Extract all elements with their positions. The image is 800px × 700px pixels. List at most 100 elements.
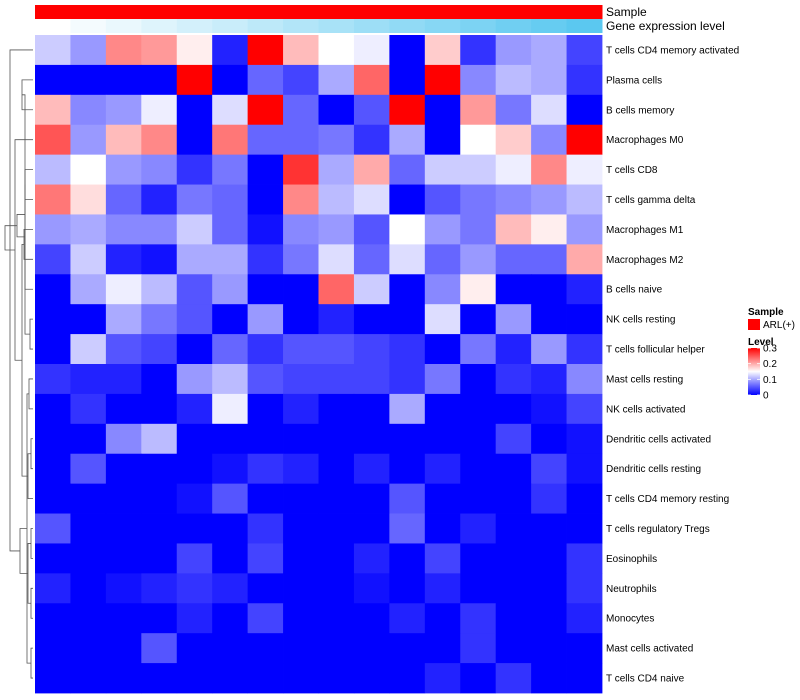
heatmap-cell (353, 423, 390, 455)
heatmap-cell (283, 94, 319, 126)
row-label: B cells memory (606, 105, 674, 116)
heatmap-cell (495, 334, 532, 365)
heatmap-cell (353, 124, 390, 156)
annotation-cell (176, 19, 213, 33)
heatmap-cell (247, 244, 284, 275)
heatmap-cell (424, 35, 461, 66)
heatmap-cell (35, 244, 71, 275)
heatmap-cell (389, 603, 426, 634)
heatmap-cell (35, 663, 71, 694)
heatmap-cell (212, 633, 249, 664)
heatmap-cell (389, 423, 426, 455)
annotation-label: Sample (606, 5, 647, 19)
heatmap-cell (283, 543, 319, 574)
heatmap-cell (353, 244, 390, 275)
heatmap-cell (566, 423, 603, 455)
heatmap-cell (353, 35, 390, 66)
heatmap-cell (460, 274, 497, 305)
heatmap-cell (495, 304, 532, 335)
heatmap-cell (424, 184, 461, 215)
heatmap-cell (283, 663, 319, 694)
heatmap-cell (105, 423, 142, 455)
dendrogram-branch (4, 225, 17, 251)
heatmap-cell (495, 244, 532, 275)
heatmap-cell (460, 513, 497, 544)
row-label: T cells CD4 naive (606, 674, 685, 685)
row-label: Macrophages M1 (606, 225, 684, 236)
heatmap-cell (353, 184, 390, 215)
heatmap-cell (70, 633, 107, 664)
heatmap-cell (283, 214, 319, 245)
heatmap-cell (176, 35, 213, 66)
heatmap-cell (531, 334, 567, 365)
dendrogram-branch (30, 647, 33, 679)
heatmap-cell (176, 543, 213, 574)
heatmap-cell (495, 543, 532, 574)
annotation-cell (35, 19, 71, 33)
heatmap-cell (141, 334, 178, 365)
heatmap-cell (566, 393, 603, 425)
heatmap-cell (283, 244, 319, 275)
heatmap-cell (318, 663, 355, 694)
row-label: T cells CD4 memory activated (606, 45, 739, 56)
heatmap-cell (566, 334, 603, 365)
heatmap-cell (495, 423, 532, 455)
heatmap-cell (35, 364, 71, 395)
heatmap-cell (389, 543, 426, 574)
heatmap-cell (460, 603, 497, 634)
heatmap-cell (495, 513, 532, 544)
heatmap-cell (318, 304, 355, 335)
annotation-cell (35, 5, 71, 19)
dendrogram-branch (30, 528, 33, 559)
row-label: T cells follicular helper (606, 345, 705, 356)
heatmap-cell (247, 633, 284, 664)
row-label: Dendritic cells activated (606, 434, 711, 445)
heatmap-cell (105, 214, 142, 245)
dendrogram-branch (24, 184, 33, 290)
annotation-cell (566, 5, 603, 19)
heatmap-cell (35, 35, 71, 66)
heatmap-cell (318, 154, 355, 185)
heatmap-cell (70, 423, 107, 455)
heatmap-cell (70, 94, 107, 126)
heatmap-cell (35, 64, 71, 96)
heatmap-cell (531, 573, 567, 604)
heatmap-cell (424, 633, 461, 664)
heatmap-cell (566, 483, 603, 514)
heatmap-cell (566, 364, 603, 395)
heatmap-cell (283, 334, 319, 365)
heatmap-cell (566, 94, 603, 126)
heatmap-cell (318, 364, 355, 395)
heatmap-cell (495, 663, 532, 694)
heatmap-cell (495, 573, 532, 604)
annotation-cell (318, 19, 355, 33)
annotation-cell (353, 19, 390, 33)
heatmap-cell (566, 214, 603, 245)
heatmap-cell (389, 64, 426, 96)
heatmap-cell (495, 633, 532, 664)
heatmap-cell (212, 603, 249, 634)
heatmap-cell (531, 543, 567, 574)
row-label: Monocytes (606, 614, 654, 625)
annotation-cell (389, 19, 426, 33)
heatmap-cell (318, 94, 355, 126)
heatmap-cell (424, 513, 461, 544)
heatmap-cell (531, 64, 567, 96)
dendrogram-branch (30, 587, 33, 619)
row-label: Macrophages M2 (606, 255, 684, 266)
heatmap-cell (424, 364, 461, 395)
row-label: T cells CD8 (606, 165, 658, 176)
annotation-cell (460, 5, 497, 19)
heatmap-cell (318, 244, 355, 275)
heatmap-cell (283, 453, 319, 485)
heatmap-cell (283, 184, 319, 215)
heatmap-cell (353, 393, 390, 425)
legend-level-title: Level (748, 337, 774, 348)
heatmap-cell (212, 64, 249, 96)
heatmap-cell (247, 94, 284, 126)
heatmap-cell (212, 483, 249, 514)
heatmap-cell (531, 274, 567, 305)
heatmap-cell (105, 513, 142, 544)
heatmap-cell (70, 274, 107, 305)
